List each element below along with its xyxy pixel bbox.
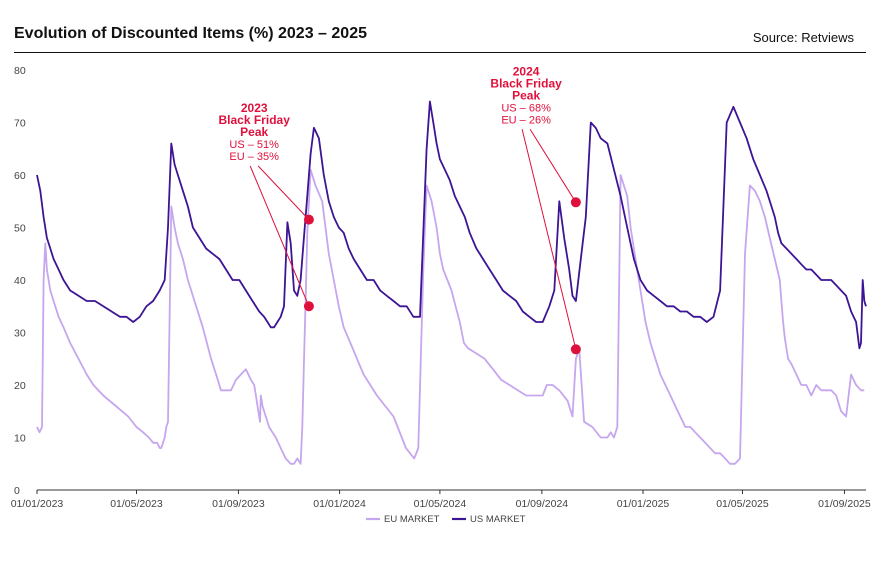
- annotation-leader: [257, 165, 310, 220]
- y-tick-label: 0: [14, 485, 20, 497]
- y-tick-label: 20: [14, 380, 26, 392]
- annotation-heading: Black Friday: [219, 113, 291, 127]
- legend: EU MARKET US MARKET: [366, 514, 526, 525]
- y-tick-label: 30: [14, 328, 26, 340]
- y-tick-label: 60: [14, 170, 26, 182]
- source-label: Source: Retviews: [752, 30, 854, 45]
- x-tick-label: 01/01/2024: [313, 498, 366, 510]
- eu-market-line: [36, 168, 865, 465]
- annotation-detail: US – 51%: [229, 139, 279, 151]
- x-tick-label: 01/05/2023: [110, 498, 163, 510]
- annotation-leader: [249, 165, 310, 307]
- x-tick-label: 01/01/2023: [11, 498, 64, 510]
- x-axis: 01/01/2023 01/05/2023 01/09/2023 01/01/2024…: [11, 489, 871, 510]
- peak-marker: [303, 301, 314, 312]
- x-tick-label: 01/09/2023: [212, 498, 265, 510]
- annotation-heading: Black Friday: [490, 76, 562, 90]
- title-divider: [14, 52, 866, 53]
- x-tick-label: 01/05/2024: [414, 498, 467, 510]
- x-tick-label: 01/09/2024: [516, 498, 569, 510]
- annotation-heading: Peak: [512, 88, 540, 102]
- annotation-detail: EU – 26%: [501, 114, 551, 126]
- chart-title: Evolution of Discounted Items (%) 2023 –…: [14, 25, 367, 42]
- x-tick-label: 01/01/2025: [617, 498, 670, 510]
- peak-marker: [570, 197, 581, 208]
- y-tick-label: 40: [14, 275, 26, 287]
- y-tick-label: 80: [14, 65, 26, 77]
- annotation-detail: EU – 35%: [229, 151, 279, 163]
- y-tick-label: 50: [14, 223, 26, 235]
- y-tick-label: 70: [14, 118, 26, 130]
- annotation-heading: 2024: [513, 64, 540, 78]
- annotation-leader: [529, 128, 577, 203]
- y-tick-label: 10: [14, 433, 26, 445]
- legend-label: US MARKET: [470, 514, 526, 525]
- us-market-line: [36, 100, 867, 350]
- annotation-heading: 2023: [241, 101, 268, 115]
- annotation-leader: [521, 129, 577, 350]
- annotation-heading: Peak: [240, 125, 268, 139]
- x-tick-label: 01/09/2025: [818, 498, 871, 510]
- peak-marker: [303, 214, 314, 225]
- annotation-detail: US – 68%: [501, 102, 551, 114]
- y-axis: 0 10 20 30 40 50 60 70 80: [14, 65, 26, 497]
- legend-label: EU MARKET: [384, 514, 440, 525]
- x-tick-label: 01/05/2025: [716, 498, 769, 510]
- peak-marker: [570, 344, 581, 355]
- series-layer: [36, 100, 867, 465]
